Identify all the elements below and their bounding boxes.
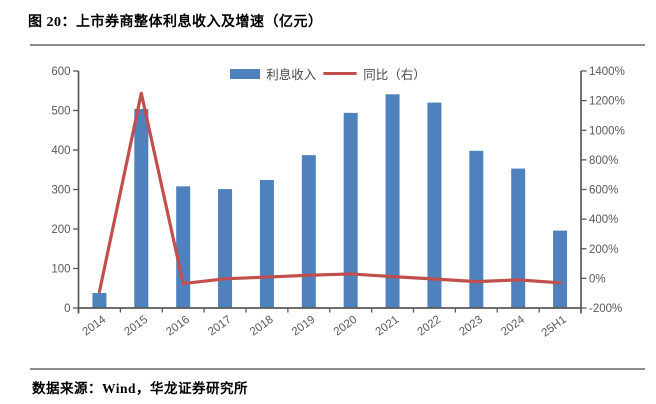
- chart-area: 0 100 200 300 400 500 600 -200% 0% 200% 400% 600% 80…: [0, 52, 656, 352]
- left-axis-label: 400: [51, 145, 70, 157]
- left-axis-label: 600: [51, 66, 70, 78]
- bar-2017: [218, 189, 233, 308]
- right-axis-label: 0%: [589, 273, 606, 285]
- right-axis-label: 1000%: [589, 125, 625, 137]
- x-axis-label: 25H1: [540, 314, 569, 340]
- chart-legend: 利息收入 同比（右）: [0, 64, 656, 83]
- line-series-swatch: [323, 71, 358, 76]
- title-divider: [30, 44, 645, 46]
- x-axis-label: 2023: [457, 314, 485, 339]
- bar-25H1: [553, 230, 568, 308]
- data-source-note: 数据来源：Wind，华龙证券研究所: [32, 381, 249, 396]
- bar-2019: [301, 155, 316, 308]
- bar-2021: [385, 94, 400, 309]
- bar-2016: [176, 186, 191, 308]
- x-axis-label: 2015: [122, 314, 150, 339]
- left-axis-label: 100: [51, 264, 70, 276]
- bar-2020: [343, 112, 358, 308]
- yoy-line: [97, 91, 562, 294]
- right-axis-label: 800%: [589, 155, 618, 167]
- figure-title: 图 20：上市券商整体利息收入及增速（亿元）: [28, 15, 323, 30]
- x-axis-label: 2016: [164, 314, 192, 339]
- bar-2023: [469, 150, 484, 308]
- bar-series-swatch: [230, 68, 261, 79]
- x-axis-label: 2021: [374, 314, 402, 339]
- left-axis-label: 500: [51, 106, 70, 118]
- chart-canvas: 0 100 200 300 400 500 600 -200% 0% 200% 400% 600% 80…: [51, 66, 625, 340]
- left-axis-label: 300: [51, 185, 70, 197]
- x-axis-label: 2017: [206, 314, 234, 339]
- right-axis-label: 400%: [589, 214, 618, 226]
- x-axis-label: 2022: [415, 314, 443, 339]
- legend-label-line: 同比（右）: [363, 68, 426, 82]
- right-axis-label: 200%: [589, 244, 618, 256]
- right-axis-label: 1400%: [589, 66, 625, 78]
- legend-label-bar: 利息收入: [266, 68, 317, 82]
- bar-2022: [427, 102, 442, 308]
- x-axis-label: 2018: [248, 314, 276, 339]
- bar-2018: [259, 180, 274, 308]
- right-axis-label: -200%: [589, 303, 622, 315]
- x-axis-label: 2020: [332, 314, 360, 339]
- bar-2024: [511, 168, 526, 308]
- legend-item-bar: 利息收入: [230, 64, 316, 83]
- bar-2015: [134, 108, 149, 308]
- left-axis-label: 0: [64, 303, 70, 315]
- bar-2014: [92, 292, 107, 308]
- right-axis-label: 1200%: [589, 96, 625, 108]
- left-axis-label: 200: [51, 224, 70, 236]
- x-axis-label: 2014: [80, 313, 108, 338]
- footer-divider: [30, 368, 645, 370]
- right-axis-label: 600%: [589, 185, 618, 197]
- x-axis-label: 2019: [290, 314, 318, 339]
- legend-item-line: 同比（右）: [323, 64, 426, 83]
- x-axis-label: 2024: [499, 313, 527, 338]
